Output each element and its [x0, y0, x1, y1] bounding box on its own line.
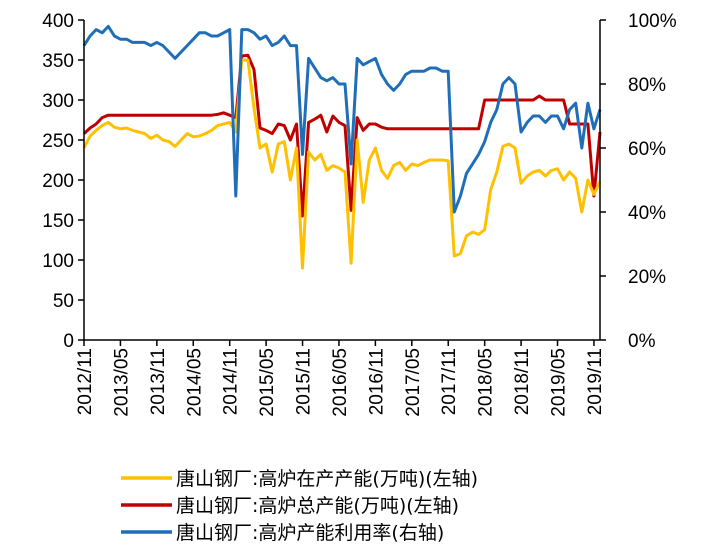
- series-line-2: [82, 24, 602, 214]
- plot-lines: [82, 24, 602, 270]
- x-tick-label: 2012/11: [75, 348, 96, 415]
- y-right-tick-label: 80%: [628, 75, 666, 96]
- y-left-tick-label: 200: [42, 171, 74, 192]
- series-line-1: [82, 53, 602, 218]
- legend-label-1: 唐山钢厂:高炉总产能(万吨)(左轴): [176, 495, 459, 517]
- x-tick-label: 2015/05: [257, 348, 278, 417]
- series-line-0: [82, 58, 602, 270]
- x-tick-label: 2018/11: [512, 348, 533, 415]
- x-tick-label: 2015/11: [294, 348, 315, 415]
- legend-label-2: 唐山钢厂:高炉产能利用率(右轴): [176, 522, 444, 544]
- y-left-tick-label: 250: [42, 131, 74, 152]
- x-tick-label: 2016/05: [330, 348, 351, 417]
- x-tick-label: 2019/11: [585, 348, 606, 415]
- y-right-tick-label: 20%: [628, 267, 666, 288]
- x-tick-label: 2016/11: [366, 348, 387, 415]
- x-tick-label: 2017/11: [439, 348, 460, 415]
- y-left-tick-label: 0: [63, 331, 74, 352]
- y-left-tick-label: 350: [42, 51, 74, 72]
- legend: 唐山钢厂:高炉在产产能(万吨)(左轴) 唐山钢厂:高炉总产能(万吨)(左轴) 唐山钢…: [121, 468, 478, 544]
- y-right-tick-label: 0%: [628, 331, 656, 352]
- y-left-tick-label: 150: [42, 211, 74, 232]
- axes: 0 50 100 150 200 250 300 350 400 0% 20% 40% 60% 80% 10…: [42, 11, 676, 417]
- x-tick-label: 2019/05: [549, 348, 570, 417]
- y-right-tick-label: 40%: [628, 203, 666, 224]
- y-left-tick-label: 100: [42, 251, 74, 272]
- y-right-tick-label: 60%: [628, 139, 666, 160]
- x-tick-label: 2013/05: [111, 348, 132, 417]
- x-tick-label: 2018/05: [476, 348, 497, 417]
- x-tick-label: 2014/05: [184, 348, 205, 417]
- legend-label-0: 唐山钢厂:高炉在产产能(万吨)(左轴): [176, 468, 478, 490]
- x-tick-label: 2017/05: [403, 348, 424, 417]
- y-left-tick-label: 300: [42, 91, 74, 112]
- x-tick-label: 2013/11: [148, 348, 169, 415]
- y-left-tick-label: 400: [42, 11, 74, 32]
- y-left-tick-label: 50: [53, 291, 74, 312]
- x-tick-label: 2014/11: [221, 348, 242, 415]
- y-right-tick-label: 100%: [628, 11, 677, 32]
